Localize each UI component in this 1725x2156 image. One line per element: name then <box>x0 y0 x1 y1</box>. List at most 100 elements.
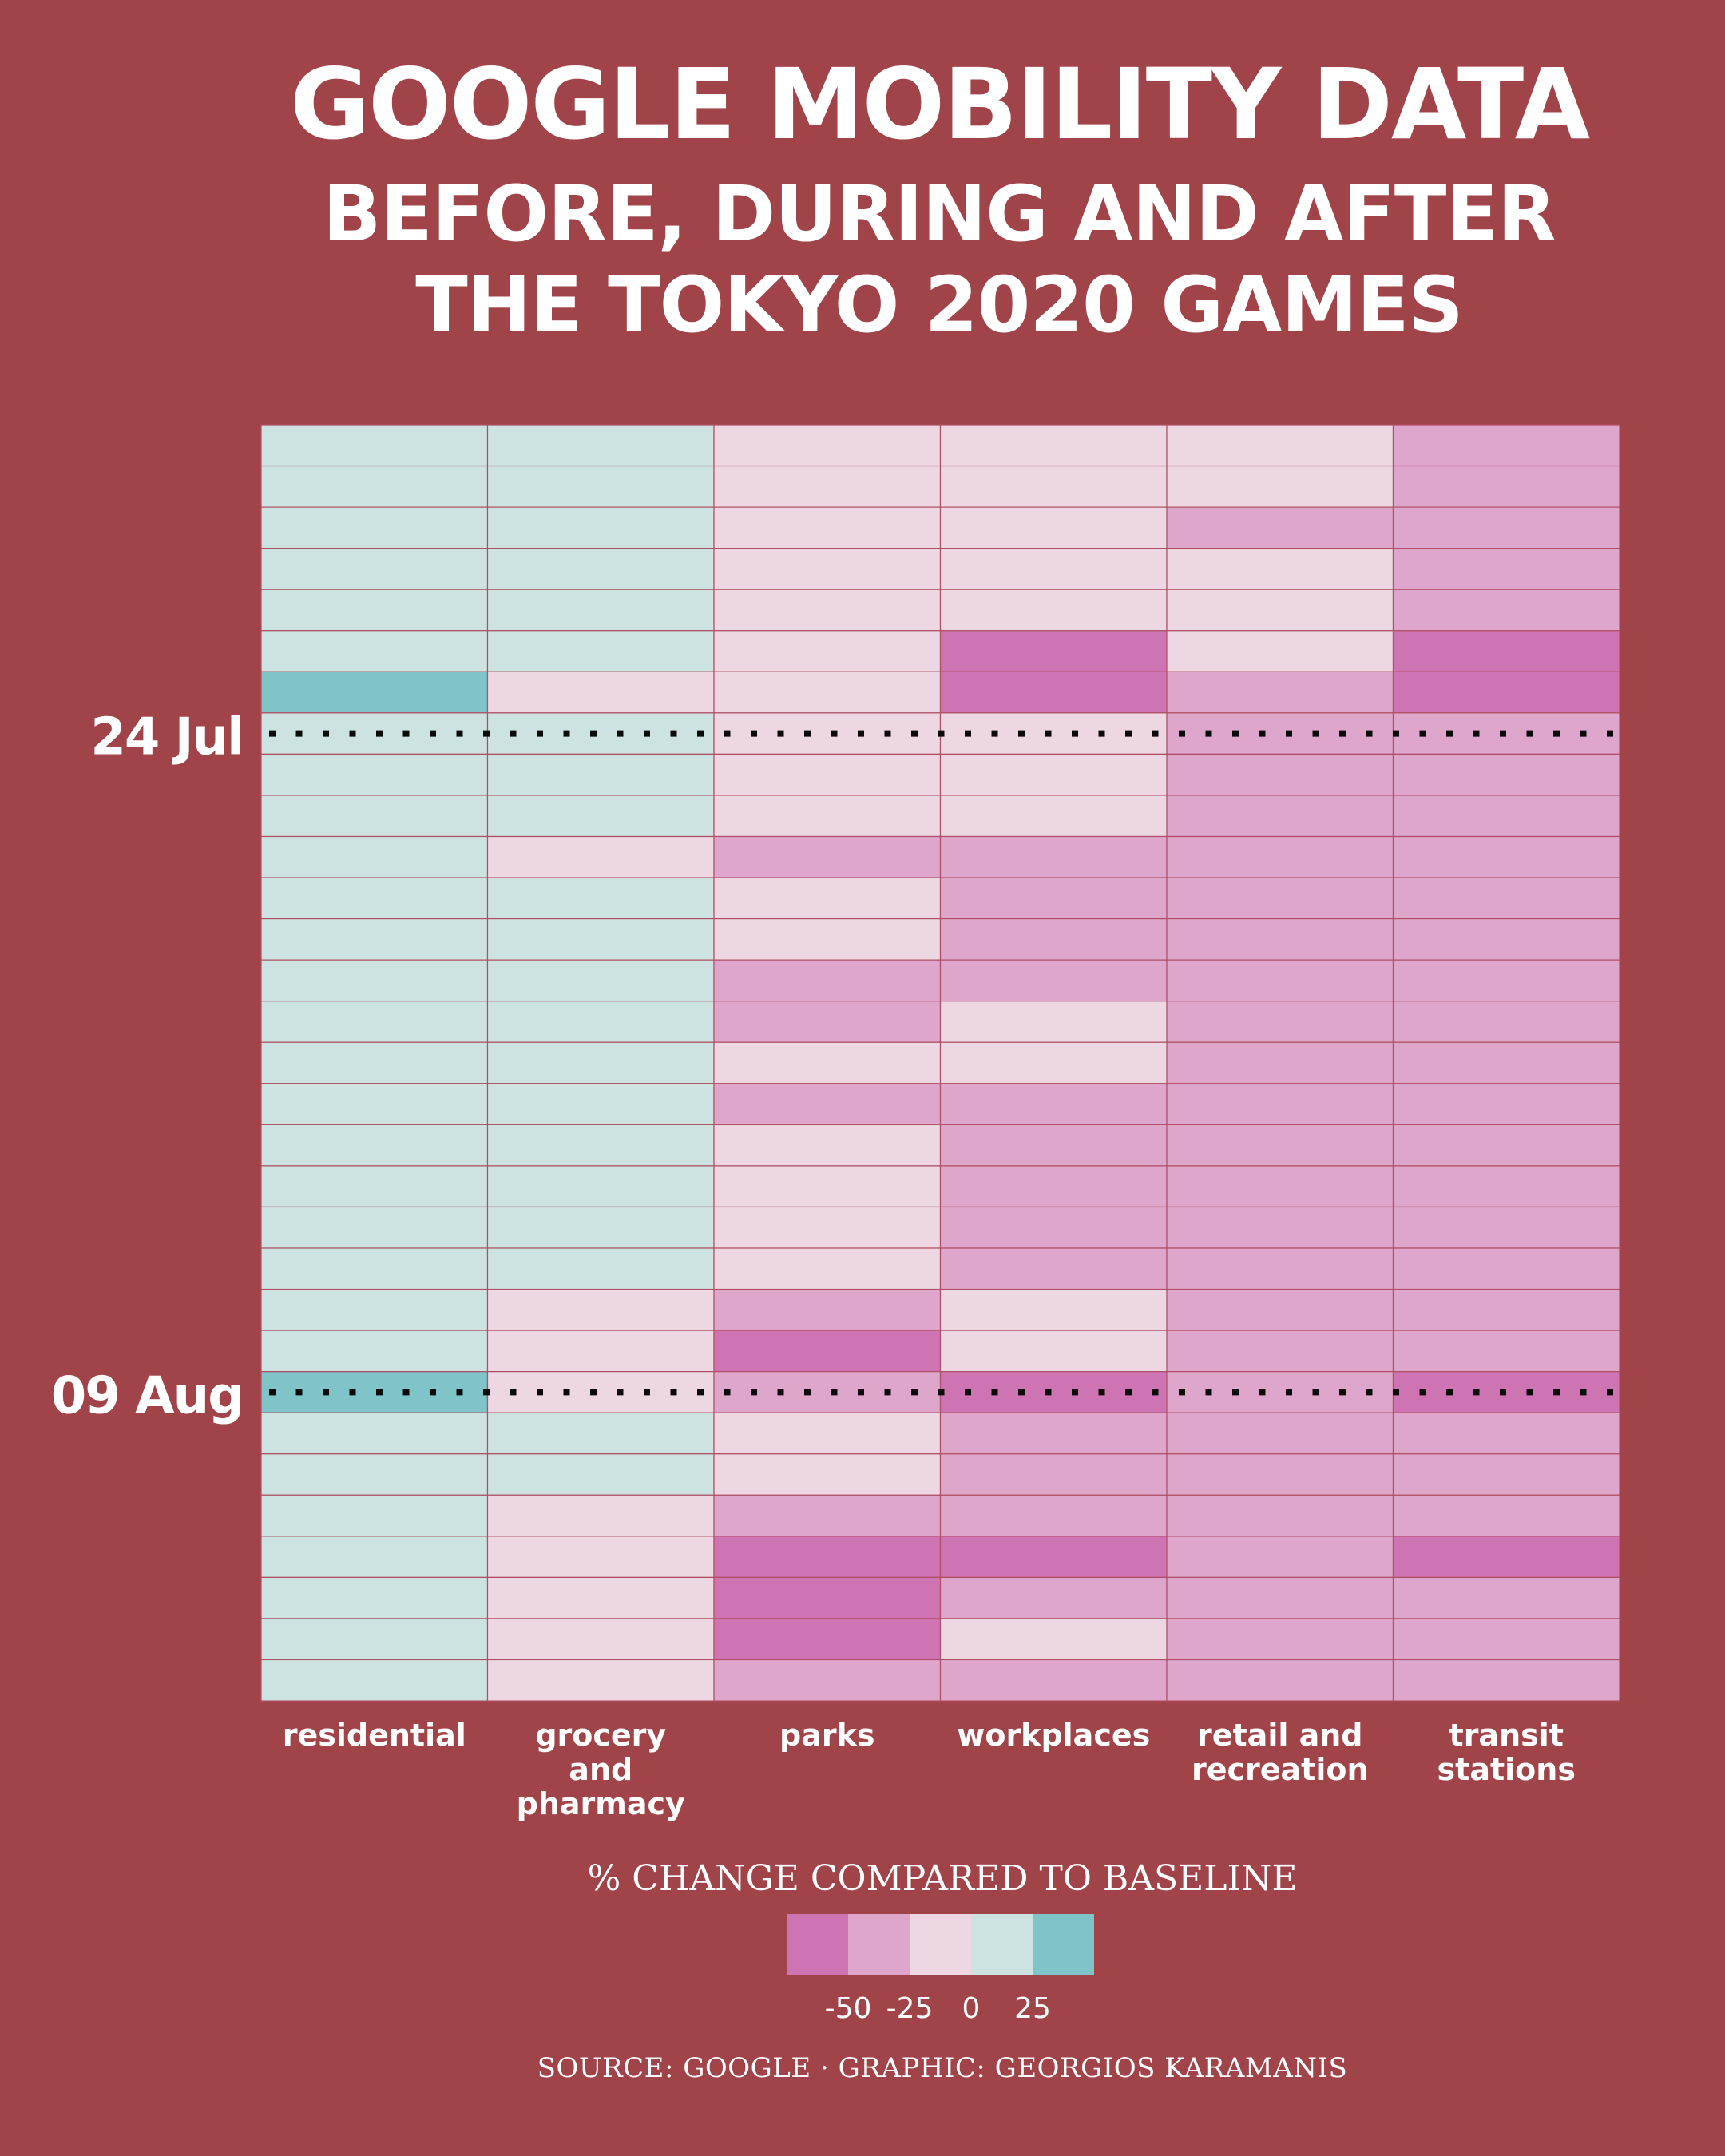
heatmap-cell <box>486 506 715 549</box>
legend-tick-label: 0 <box>962 1992 981 2025</box>
heatmap-cell <box>260 1576 489 1619</box>
heatmap-cell <box>713 1165 942 1208</box>
heatmap-cell <box>1166 465 1394 508</box>
heatmap-cell <box>1392 1494 1620 1537</box>
heatmap-cell <box>260 835 489 878</box>
heatmap-cell <box>486 1165 715 1208</box>
heatmap-cell <box>260 712 489 755</box>
heatmap-cell <box>1392 1247 1620 1290</box>
heatmap-cell <box>1392 1659 1620 1702</box>
heatmap-cell <box>1392 1041 1620 1084</box>
heatmap-cell <box>1166 835 1394 878</box>
heatmap-cell <box>486 1001 715 1043</box>
column-label: stations <box>1438 1752 1576 1787</box>
heatmap-cell <box>486 465 715 508</box>
heatmap-cell <box>939 1206 1168 1249</box>
heatmap-cell <box>713 959 942 1002</box>
heatmap-cell <box>1166 1576 1394 1619</box>
heatmap-cell <box>1166 1371 1394 1413</box>
heatmap-cell <box>260 1618 489 1661</box>
heatmap-cell <box>1166 1288 1394 1331</box>
heatmap-cell <box>486 1576 715 1619</box>
heatmap-cell <box>1166 424 1394 467</box>
heatmap-cell <box>1166 548 1394 590</box>
heatmap-cell <box>713 671 942 714</box>
heatmap-cell <box>1166 959 1394 1002</box>
heatmap-cell <box>1166 1206 1394 1249</box>
heatmap-cell <box>486 589 715 632</box>
heatmap-cell <box>1392 1001 1620 1043</box>
heatmap-cell <box>939 917 1168 961</box>
heatmap-cell <box>713 917 942 961</box>
legend-swatch <box>787 1914 848 1975</box>
column-label: grocery <box>535 1718 666 1753</box>
column-label: transit <box>1449 1718 1564 1753</box>
heatmap-cell <box>939 1412 1168 1455</box>
heatmap-cell <box>939 1247 1168 1290</box>
heatmap-cell <box>1392 1165 1620 1208</box>
heatmap-cell <box>1392 1288 1620 1331</box>
date-marker-label: 09 Aug <box>51 1366 243 1425</box>
heatmap-cell <box>260 1330 489 1373</box>
heatmap-cell <box>939 630 1168 672</box>
legend-swatch <box>1033 1914 1094 1975</box>
heatmap-cell <box>713 1124 942 1167</box>
heatmap-cell <box>260 877 489 920</box>
heatmap-cell <box>939 1041 1168 1084</box>
heatmap-cell <box>1166 795 1394 838</box>
heatmap-cell <box>1392 1453 1620 1496</box>
heatmap-cell <box>1166 1001 1394 1043</box>
heatmap-cell <box>1392 795 1620 838</box>
heatmap-cell <box>713 1618 942 1661</box>
heatmap-cell <box>486 1124 715 1167</box>
heatmap-cell <box>939 465 1168 508</box>
heatmap-cell <box>1166 1659 1394 1702</box>
heatmap-cell <box>939 712 1168 755</box>
source-credit: SOURCE: GOOGLE · GRAPHIC: GEORGIOS KARAM… <box>537 2052 1348 2084</box>
heatmap-cell <box>713 548 942 590</box>
heatmap-cell <box>939 548 1168 590</box>
heatmap-cell <box>713 1288 942 1331</box>
heatmap-cell <box>260 548 489 590</box>
heatmap-cell <box>486 1041 715 1084</box>
legend-tick-label: -25 <box>886 1992 934 2025</box>
heatmap-cell <box>1166 917 1394 961</box>
heatmap-cell <box>260 795 489 838</box>
heatmap-cell <box>486 1412 715 1455</box>
heatmap-cell <box>1392 424 1620 467</box>
heatmap-cell <box>1166 1494 1394 1537</box>
heatmap-cell <box>1166 1041 1394 1084</box>
heatmap-cell <box>939 1371 1168 1413</box>
heatmap-cell <box>713 1494 942 1537</box>
heatmap-cell <box>260 1001 489 1043</box>
heatmap-cell <box>1166 712 1394 755</box>
heatmap-cell <box>1166 1618 1394 1661</box>
heatmap-cell <box>486 959 715 1002</box>
heatmap-cell <box>260 1536 489 1578</box>
heatmap-cell <box>260 1659 489 1702</box>
heatmap-cell <box>1392 835 1620 878</box>
heatmap-cell <box>260 1453 489 1496</box>
heatmap-cell <box>1392 1618 1620 1661</box>
heatmap-cell <box>939 1001 1168 1043</box>
chart-title: GOOGLE MOBILITY DATA BEFORE, DURING AND … <box>260 56 1618 343</box>
heatmap-cell <box>260 959 489 1002</box>
heatmap-cell <box>260 465 489 508</box>
heatmap-cell <box>1392 917 1620 961</box>
heatmap-cell <box>1392 1330 1620 1373</box>
heatmap-cell <box>939 877 1168 920</box>
heatmap-cell <box>260 1494 489 1537</box>
heatmap-cell <box>260 753 489 796</box>
heatmap-cell <box>713 506 942 549</box>
heatmap-cell <box>713 712 942 755</box>
heatmap-cell <box>486 630 715 672</box>
heatmap-cell <box>939 1618 1168 1661</box>
heatmap-cell <box>939 1083 1168 1125</box>
heatmap-cell <box>1166 1247 1394 1290</box>
heatmap-cell <box>1166 1330 1394 1373</box>
heatmap-cell <box>939 753 1168 796</box>
heatmap-cell <box>486 1206 715 1249</box>
heatmap-cell <box>1392 671 1620 714</box>
column-label: pharmacy <box>517 1786 685 1821</box>
